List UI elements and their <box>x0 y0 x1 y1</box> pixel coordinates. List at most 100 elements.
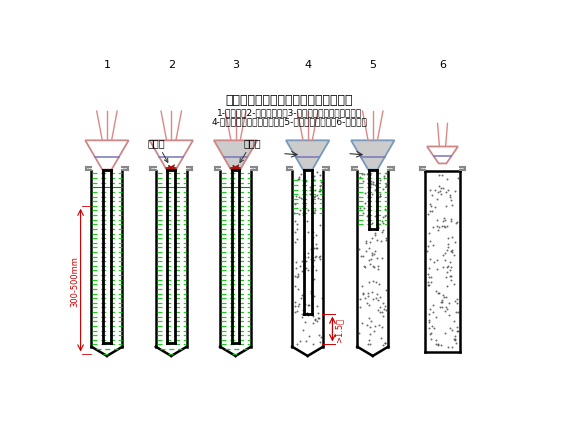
Point <box>311 187 320 194</box>
Point <box>378 220 387 227</box>
Point <box>299 262 309 269</box>
Point <box>381 303 390 310</box>
Point <box>373 296 382 303</box>
Point <box>302 338 311 345</box>
Point <box>447 344 456 351</box>
Point <box>314 314 323 321</box>
Point <box>378 342 387 349</box>
Point <box>303 302 312 308</box>
Point <box>372 255 381 262</box>
Point <box>372 295 381 302</box>
Point <box>434 227 443 234</box>
Point <box>368 181 377 187</box>
Point <box>446 273 455 280</box>
Point <box>303 312 312 319</box>
Point <box>365 239 374 245</box>
Point <box>370 230 379 237</box>
Point <box>313 196 322 202</box>
Point <box>294 286 303 293</box>
Point <box>442 304 451 311</box>
Point <box>381 184 390 190</box>
Point <box>423 211 432 218</box>
Point <box>305 302 314 309</box>
Point <box>365 341 374 348</box>
Point <box>312 253 321 259</box>
Point <box>299 253 308 260</box>
Point <box>429 325 438 331</box>
Point <box>367 252 376 259</box>
Point <box>437 341 446 348</box>
Point <box>372 291 381 297</box>
Point <box>428 309 437 316</box>
Point <box>365 331 374 337</box>
Point <box>372 225 381 232</box>
Point <box>443 235 452 242</box>
Point <box>444 312 453 319</box>
Point <box>371 187 380 194</box>
Point <box>452 220 461 227</box>
Point <box>302 310 311 317</box>
Point <box>424 273 433 280</box>
Point <box>452 295 461 302</box>
Point <box>433 290 442 297</box>
Point <box>374 307 383 314</box>
Point <box>365 337 374 344</box>
Point <box>360 263 369 270</box>
Point <box>315 254 324 261</box>
Point <box>376 191 385 198</box>
Point <box>362 238 371 245</box>
Text: 5: 5 <box>369 60 376 70</box>
Point <box>311 245 320 252</box>
Point <box>424 325 433 331</box>
Point <box>308 320 317 327</box>
Point <box>291 201 300 207</box>
Point <box>298 307 307 314</box>
Point <box>376 294 385 301</box>
Point <box>364 205 373 212</box>
Point <box>440 330 449 337</box>
Point <box>450 281 459 288</box>
Point <box>294 176 303 183</box>
Point <box>293 308 302 315</box>
Point <box>369 264 378 271</box>
Text: 导管法灌注水下混凝土的全过程示意图: 导管法灌注水下混凝土的全过程示意图 <box>225 93 353 106</box>
Point <box>436 191 445 198</box>
Point <box>310 173 319 180</box>
Point <box>364 341 373 348</box>
Point <box>437 299 446 306</box>
Point <box>447 219 456 225</box>
Point <box>297 295 306 302</box>
Point <box>308 341 317 348</box>
Point <box>355 205 364 212</box>
Point <box>365 173 374 179</box>
Point <box>303 254 312 261</box>
Point <box>301 301 310 308</box>
Point <box>294 195 303 201</box>
Point <box>312 232 321 239</box>
Point <box>451 332 460 339</box>
Point <box>310 177 319 184</box>
Point <box>298 327 307 334</box>
Point <box>441 294 450 301</box>
Point <box>438 252 447 259</box>
Point <box>432 341 441 348</box>
Point <box>363 192 372 199</box>
Point <box>450 336 459 343</box>
Point <box>380 340 389 346</box>
Point <box>438 223 447 230</box>
Point <box>309 230 318 236</box>
Point <box>443 223 452 230</box>
Point <box>366 324 375 331</box>
Point <box>452 328 461 335</box>
Point <box>373 225 382 232</box>
Point <box>371 323 380 330</box>
Point <box>382 170 391 177</box>
Point <box>377 229 386 236</box>
Point <box>358 320 367 327</box>
Point <box>381 181 390 187</box>
Point <box>443 247 452 253</box>
Point <box>292 226 301 233</box>
Point <box>426 208 435 215</box>
Point <box>443 187 452 194</box>
Point <box>426 203 435 210</box>
